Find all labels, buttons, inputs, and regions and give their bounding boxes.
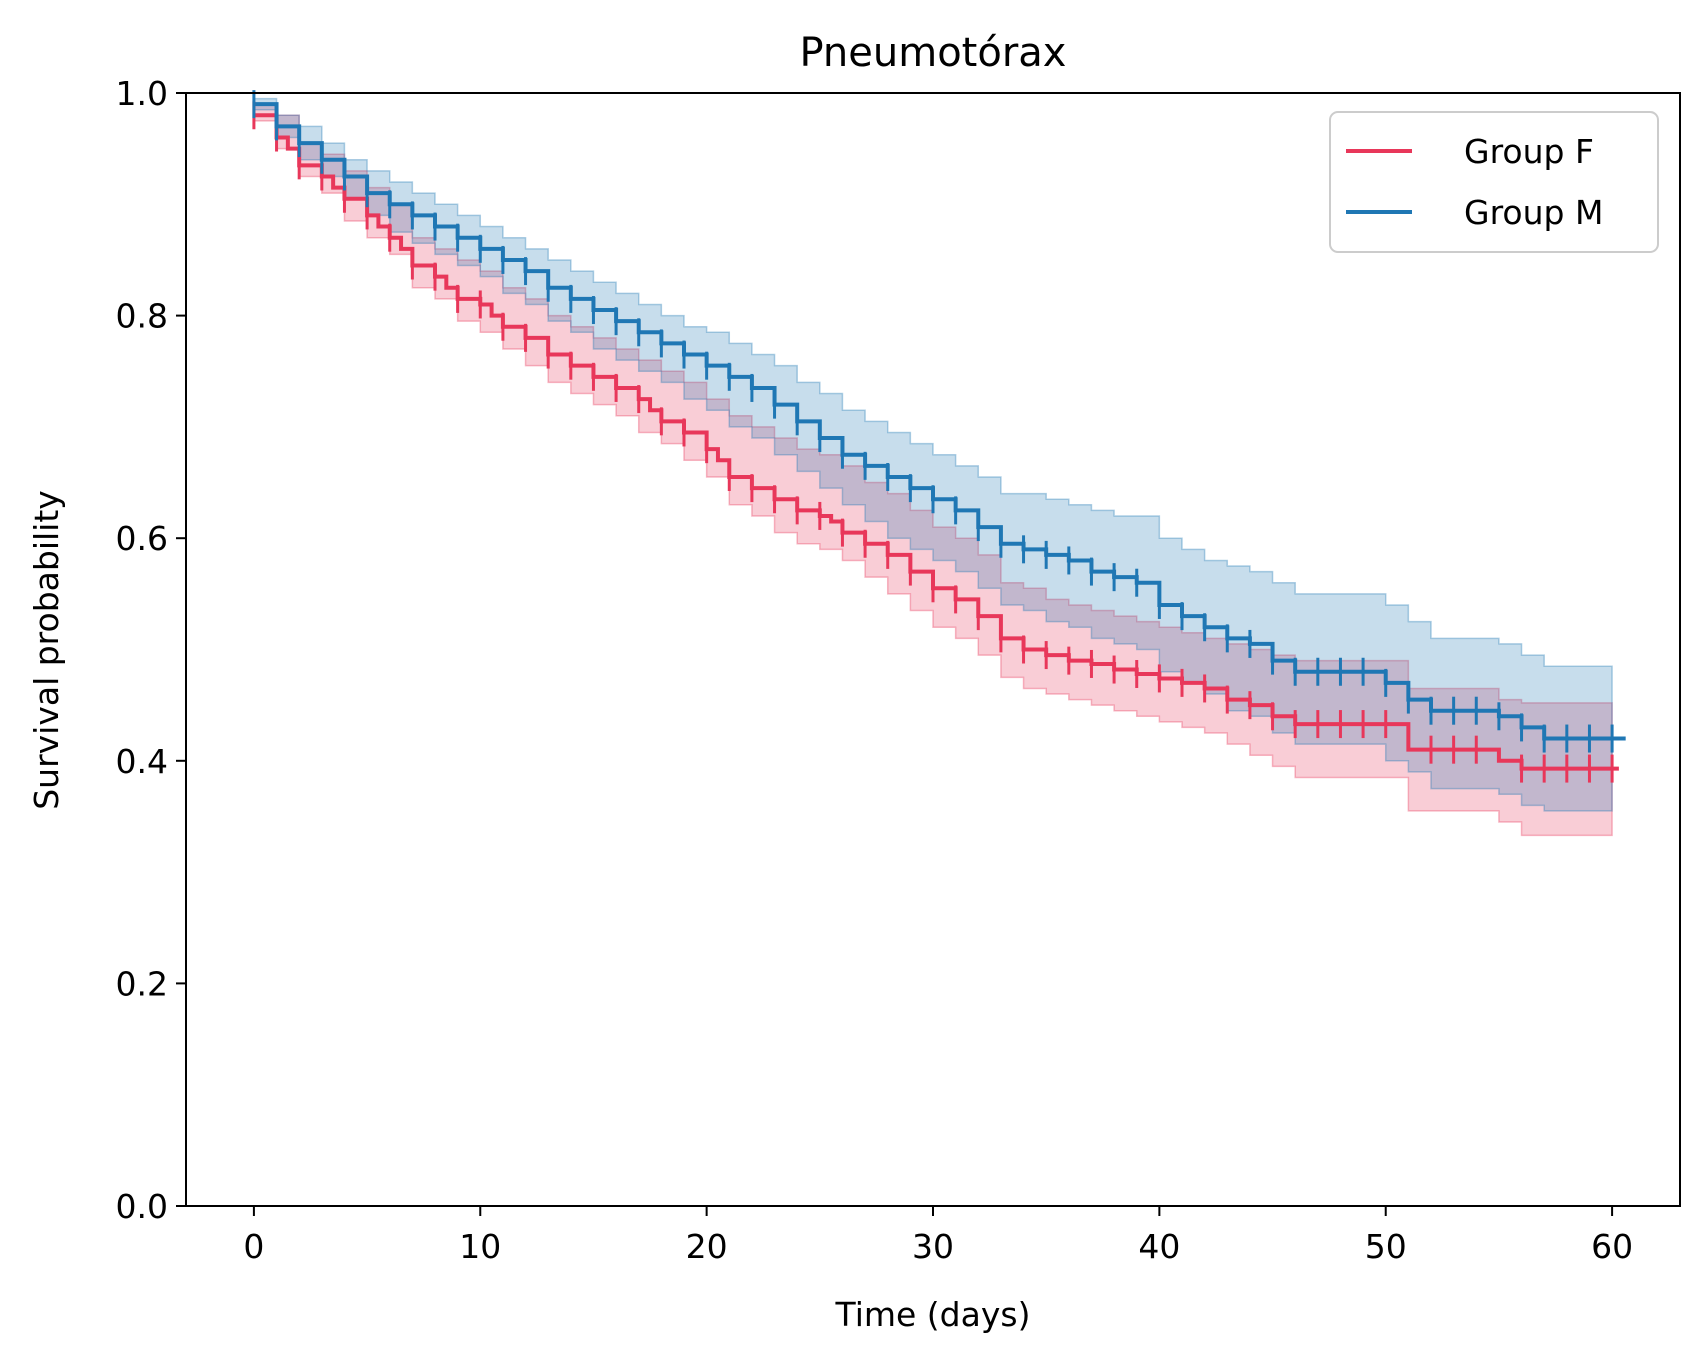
y-axis: 0.0 0.2 0.4 0.6 0.8 1.0 [116,74,186,1226]
x-tick-label: 20 [686,1227,728,1266]
x-tick-label: 0 [243,1227,264,1266]
y-tick-label: 0.6 [116,519,168,558]
y-tick-label: 0.4 [116,742,168,781]
y-axis-label: Survival probability [27,490,66,810]
legend-box [1329,111,1659,253]
x-axis-label: Time (days) [835,1295,1031,1334]
chart-title: Pneumotórax [800,30,1067,76]
legend-label-group-f: Group F [1464,132,1594,171]
y-tick-label: 0.8 [116,297,168,336]
legend: Group F Group M [1329,111,1659,253]
y-tick-label: 0.2 [116,964,168,1003]
x-tick-label: 30 [912,1227,954,1266]
censor-markers [252,90,1614,783]
y-tick-label: 0.0 [116,1187,168,1226]
y-tick-label: 1.0 [116,74,168,113]
x-tick-label: 60 [1591,1227,1633,1266]
x-tick-label: 40 [1138,1227,1180,1266]
legend-label-group-m: Group M [1464,193,1603,232]
x-tick-label: 50 [1365,1227,1407,1266]
ci-band-group-m [253,97,1613,812]
x-axis: 0 10 20 30 40 50 60 [243,1206,1633,1266]
x-tick-label: 10 [459,1227,501,1266]
